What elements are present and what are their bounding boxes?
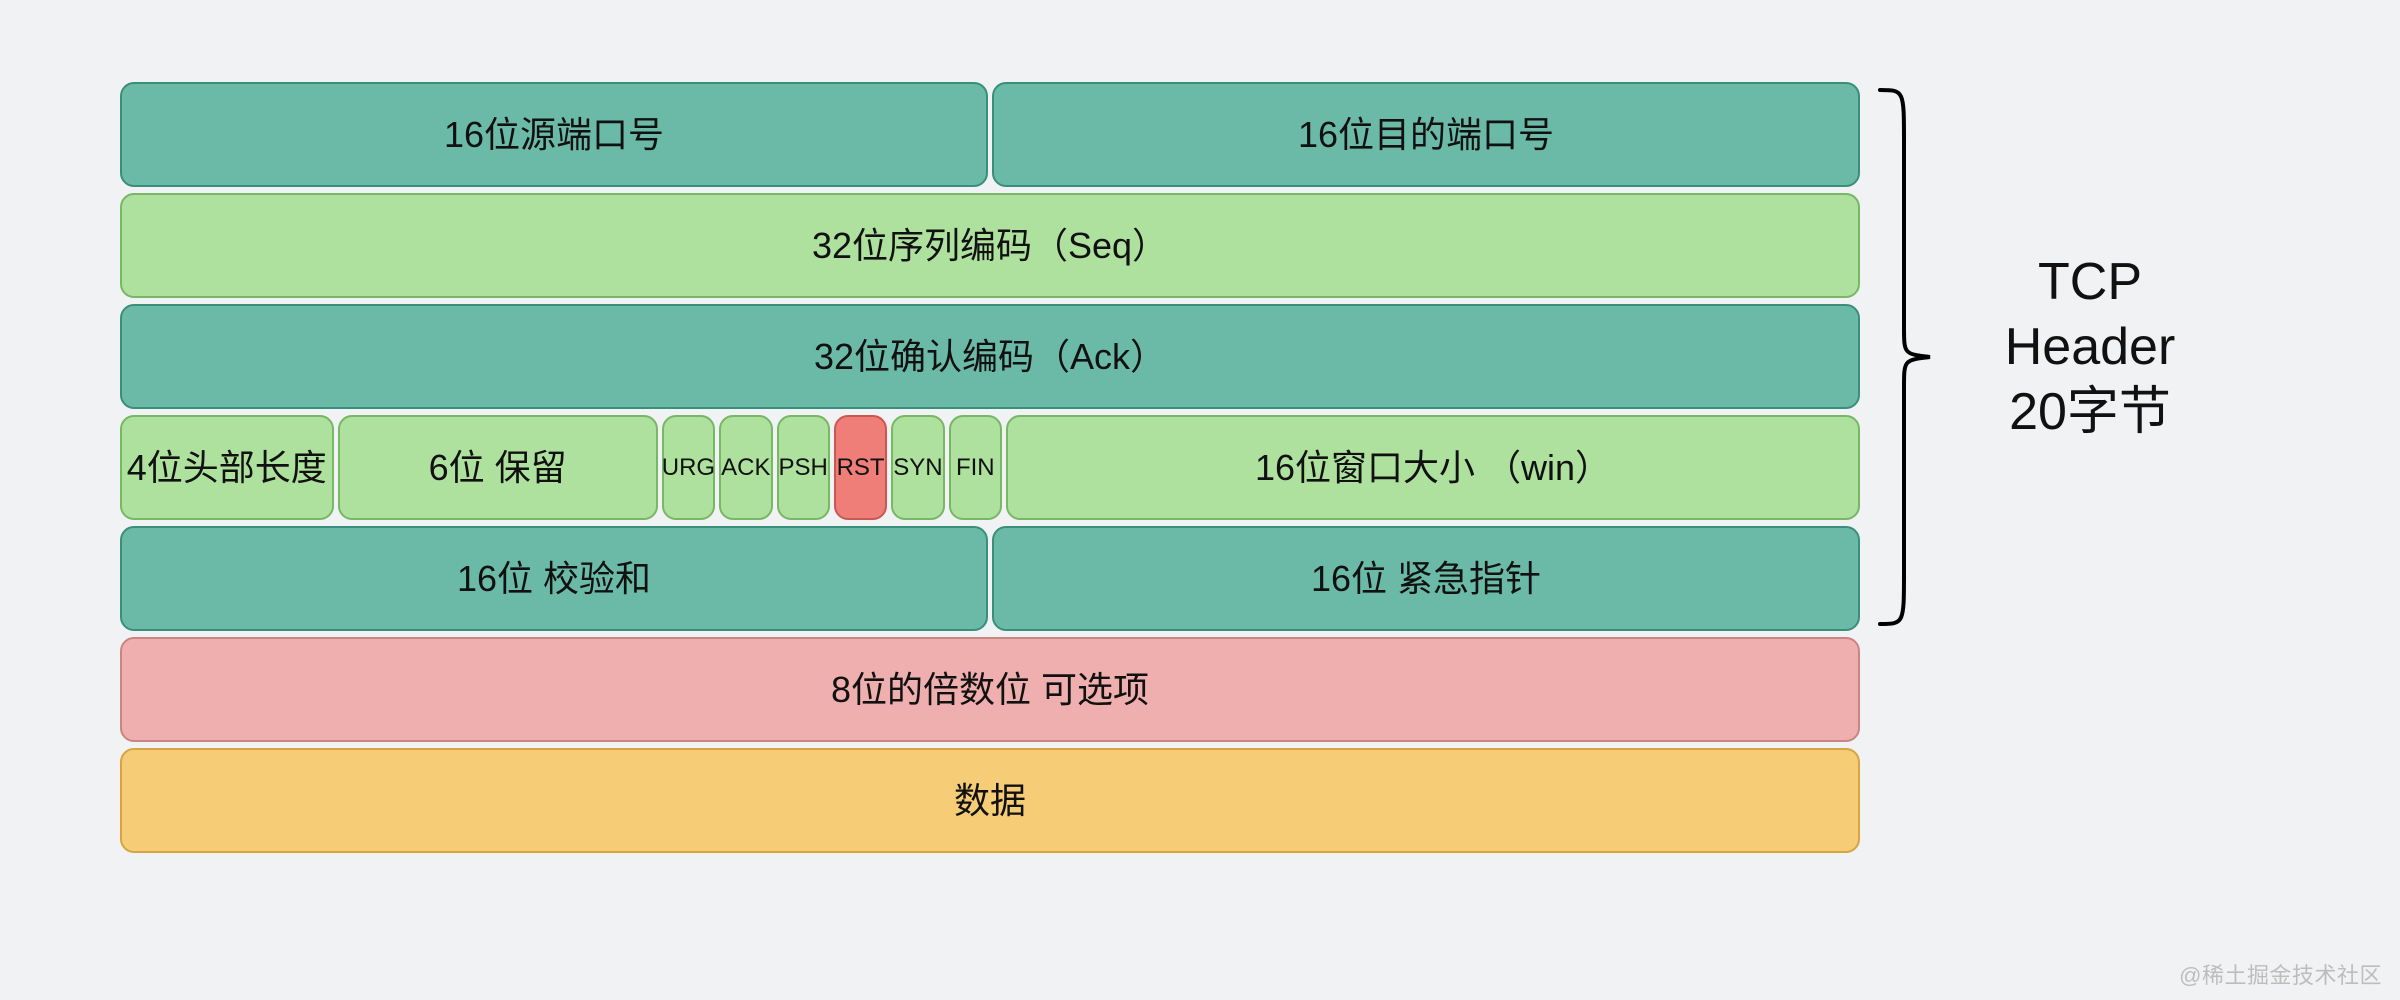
diagram-row: 32位序列编码（Seq）	[120, 193, 1860, 298]
brace-label-line2: Header	[1960, 315, 2220, 380]
diagram-cell: 16位源端口号	[120, 82, 988, 187]
diagram-row: 数据	[120, 748, 1860, 853]
diagram-cell: ACK	[719, 415, 772, 520]
brace-label-line3: 20字节	[1960, 380, 2220, 445]
diagram-cell: PSH	[777, 415, 830, 520]
diagram-row: 16位 校验和16位 紧急指针	[120, 526, 1860, 631]
diagram-cell: 数据	[120, 748, 1860, 853]
tcp-header-diagram: 16位源端口号16位目的端口号32位序列编码（Seq）32位确认编码（Ack）4…	[120, 82, 1860, 859]
diagram-cell: FIN	[949, 415, 1002, 520]
diagram-cell: URG	[662, 415, 715, 520]
diagram-row: 16位源端口号16位目的端口号	[120, 82, 1860, 187]
diagram-cell: 16位窗口大小 （win）	[1006, 415, 1860, 520]
diagram-cell: 16位 校验和	[120, 526, 988, 631]
diagram-row: 4位头部长度6位 保留URGACKPSHRSTSYNFIN16位窗口大小 （wi…	[120, 415, 1860, 520]
diagram-cell: SYN	[891, 415, 944, 520]
diagram-cell: 32位确认编码（Ack）	[120, 304, 1860, 409]
diagram-cell: 8位的倍数位 可选项	[120, 637, 1860, 742]
diagram-cell: 4位头部长度	[120, 415, 334, 520]
watermark: @稀土掘金技术社区	[2179, 958, 2382, 990]
header-brace-label: TCP Header 20字节	[1960, 250, 2220, 445]
diagram-cell: 16位目的端口号	[992, 82, 1860, 187]
diagram-row: 32位确认编码（Ack）	[120, 304, 1860, 409]
diagram-cell: 16位 紧急指针	[992, 526, 1860, 631]
diagram-cell: 6位 保留	[338, 415, 658, 520]
header-brace	[1870, 82, 1940, 632]
diagram-cell: 32位序列编码（Seq）	[120, 193, 1860, 298]
brace-label-line1: TCP	[1960, 250, 2220, 315]
diagram-row: 8位的倍数位 可选项	[120, 637, 1860, 742]
diagram-cell: RST	[834, 415, 887, 520]
